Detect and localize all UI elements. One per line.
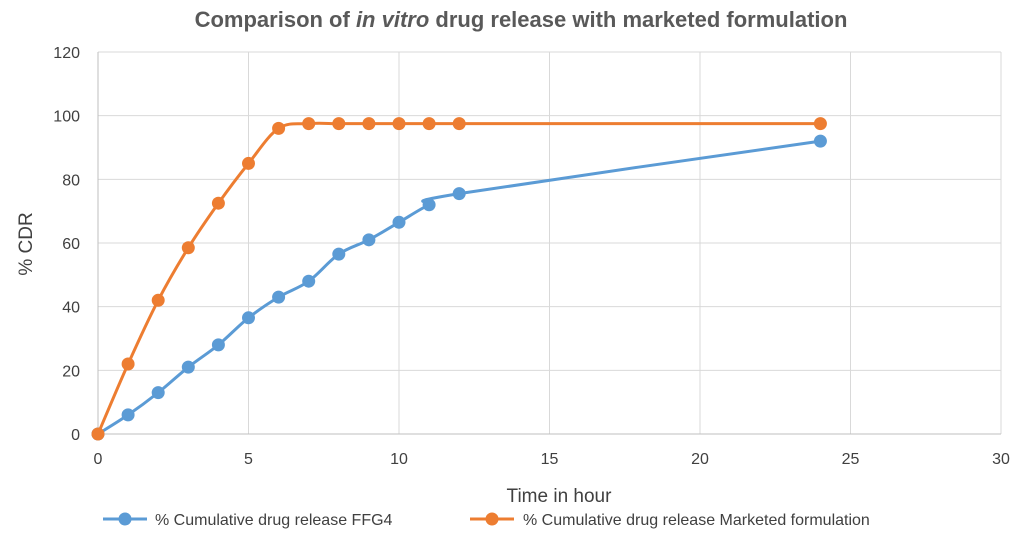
legend-item: % Cumulative drug release FFG4	[103, 512, 393, 529]
x-tick-label: 15	[541, 451, 559, 468]
x-tick-label: 0	[94, 451, 103, 468]
series-0	[91, 134, 827, 441]
data-point	[242, 311, 255, 325]
data-point	[362, 233, 376, 247]
data-point	[211, 338, 225, 352]
series-group	[91, 117, 827, 441]
data-point	[272, 290, 286, 304]
x-tick-label: 20	[691, 451, 709, 468]
data-point	[121, 408, 135, 422]
y-tick-label: 60	[62, 236, 80, 253]
series-1	[91, 117, 827, 441]
x-tick-label: 30	[992, 451, 1010, 468]
title-part-before: Comparison of	[195, 7, 356, 32]
data-point	[242, 156, 255, 170]
data-point	[181, 241, 195, 255]
data-point	[302, 274, 316, 288]
y-tick-label: 120	[53, 45, 80, 62]
data-point	[211, 196, 225, 210]
x-tick-label: 10	[390, 451, 408, 468]
data-point	[332, 247, 346, 261]
legend-swatch-marker	[118, 512, 132, 526]
legend-item: % Cumulative drug release Marketed formu…	[470, 512, 870, 529]
data-point	[151, 386, 165, 400]
data-point	[392, 215, 406, 229]
data-point	[272, 121, 286, 135]
y-tick-label: 40	[62, 300, 80, 317]
data-point	[813, 117, 827, 131]
series-line	[97, 139, 821, 436]
data-point	[392, 117, 406, 131]
title-part-italic: in vitro	[356, 7, 429, 32]
legend-swatch-marker	[485, 512, 499, 526]
x-tick-label: 25	[842, 451, 860, 468]
data-point	[452, 187, 466, 201]
data-point	[452, 117, 466, 131]
data-point	[151, 293, 165, 307]
legend-label: % Cumulative drug release FFG4	[155, 512, 393, 529]
y-tick-label: 80	[62, 172, 80, 189]
legend: % Cumulative drug release FFG4 % Cumulati…	[103, 512, 870, 529]
legend-label: % Cumulative drug release Marketed formu…	[523, 512, 870, 529]
data-point	[91, 427, 105, 441]
gridlines	[98, 51, 1002, 434]
y-tick-label: 100	[53, 109, 80, 126]
data-point	[181, 360, 195, 374]
y-axis-label: % CDR	[16, 212, 37, 275]
x-axis-label: Time in hour	[507, 486, 613, 507]
data-point	[422, 117, 436, 131]
y-tick-label: 0	[71, 427, 80, 444]
x-tick-label: 5	[244, 451, 253, 468]
data-point	[422, 198, 436, 212]
data-point	[302, 117, 316, 131]
y-tick-label: 20	[62, 363, 80, 380]
title-part-after: drug release with marketed formulation	[429, 7, 847, 32]
data-point	[332, 117, 346, 131]
data-point	[813, 134, 827, 148]
axes	[97, 52, 1001, 435]
tick-labels: 0 20 40 60 80 100 120 0 5 10 15 20 25 30	[53, 45, 1010, 468]
data-point	[121, 357, 135, 371]
data-point	[362, 117, 376, 131]
chart-title: Comparison of in vitro drug release with…	[195, 7, 848, 32]
series-line	[96, 121, 821, 435]
